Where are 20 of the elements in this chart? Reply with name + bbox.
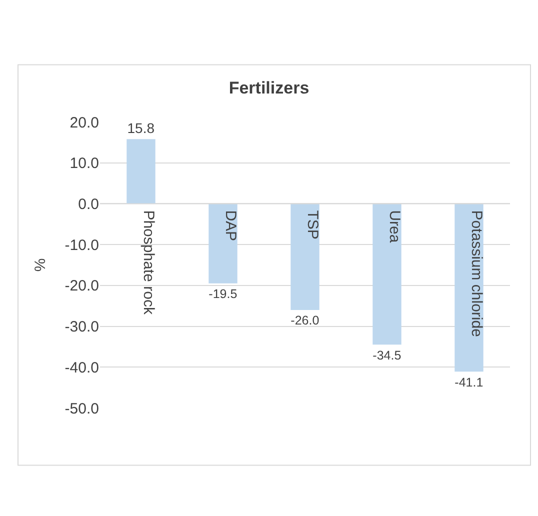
y-axis-title: % (32, 258, 50, 272)
x-tick-label: Urea (386, 210, 404, 244)
x-tick-label: TSP (304, 210, 322, 240)
y-tick-label: -50.0 (64, 400, 99, 418)
data-label: -41.1 (454, 375, 484, 390)
data-label: -34.5 (372, 348, 402, 362)
y-tick-label: -10.0 (64, 236, 99, 254)
y-tick-label: -40.0 (64, 359, 99, 376)
y-tick-label: 0.0 (78, 196, 99, 213)
y-tick-label: 10.0 (70, 155, 99, 172)
x-tick-label: DAP (222, 210, 240, 242)
data-label: -19.5 (208, 287, 238, 302)
y-tick-label: -30.0 (64, 318, 99, 336)
y-tick-label: 20.0 (70, 114, 99, 132)
data-label: -26.0 (290, 314, 320, 328)
chart-title: Fertilizers (228, 78, 310, 98)
x-tick-label: Phosphate rock (140, 210, 158, 315)
x-tick-label: Potassium chloride (468, 210, 486, 337)
data-label: 15.8 (127, 120, 155, 136)
y-tick-label: -20.0 (64, 278, 99, 295)
